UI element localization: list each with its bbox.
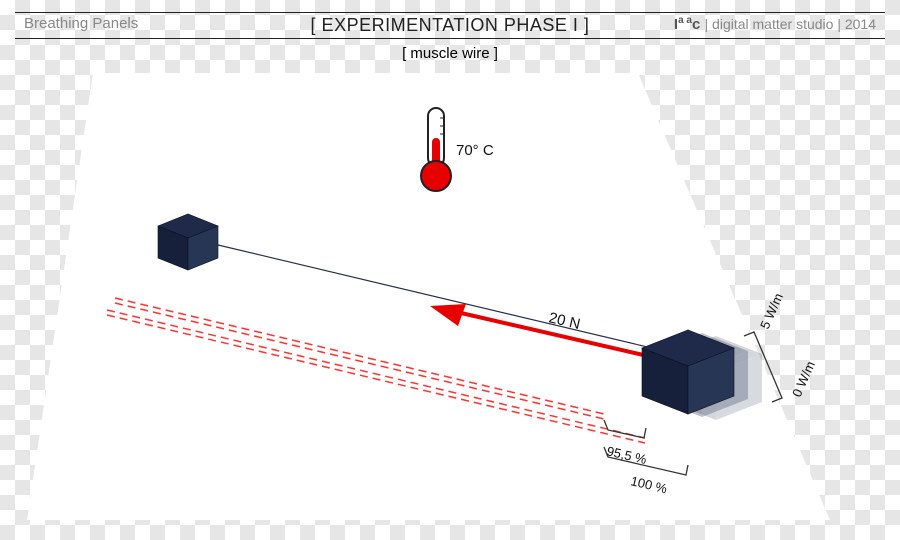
muscle-wire-line xyxy=(218,245,660,350)
cube-left xyxy=(158,214,218,270)
arrow-head xyxy=(430,304,466,326)
dash-top-b xyxy=(115,303,604,419)
pct-955-label: 95,5 % xyxy=(605,443,648,467)
dash-bot-b xyxy=(107,315,645,443)
cube-right xyxy=(642,330,734,414)
thermo-label: 70° C xyxy=(456,142,494,159)
power-5wm-label: 5 W/m xyxy=(757,291,786,331)
pct-bracket-955 xyxy=(604,420,646,438)
dash-top-a xyxy=(115,298,604,414)
thermo-bulb xyxy=(421,161,451,191)
thermometer-icon xyxy=(421,108,451,191)
pct-100-label: 100 % xyxy=(629,473,669,496)
power-0wm-label: 0 W/m xyxy=(789,359,818,399)
force-label: 20 N xyxy=(547,309,582,333)
diagram-stage: 20 N 70° C xyxy=(0,0,900,540)
